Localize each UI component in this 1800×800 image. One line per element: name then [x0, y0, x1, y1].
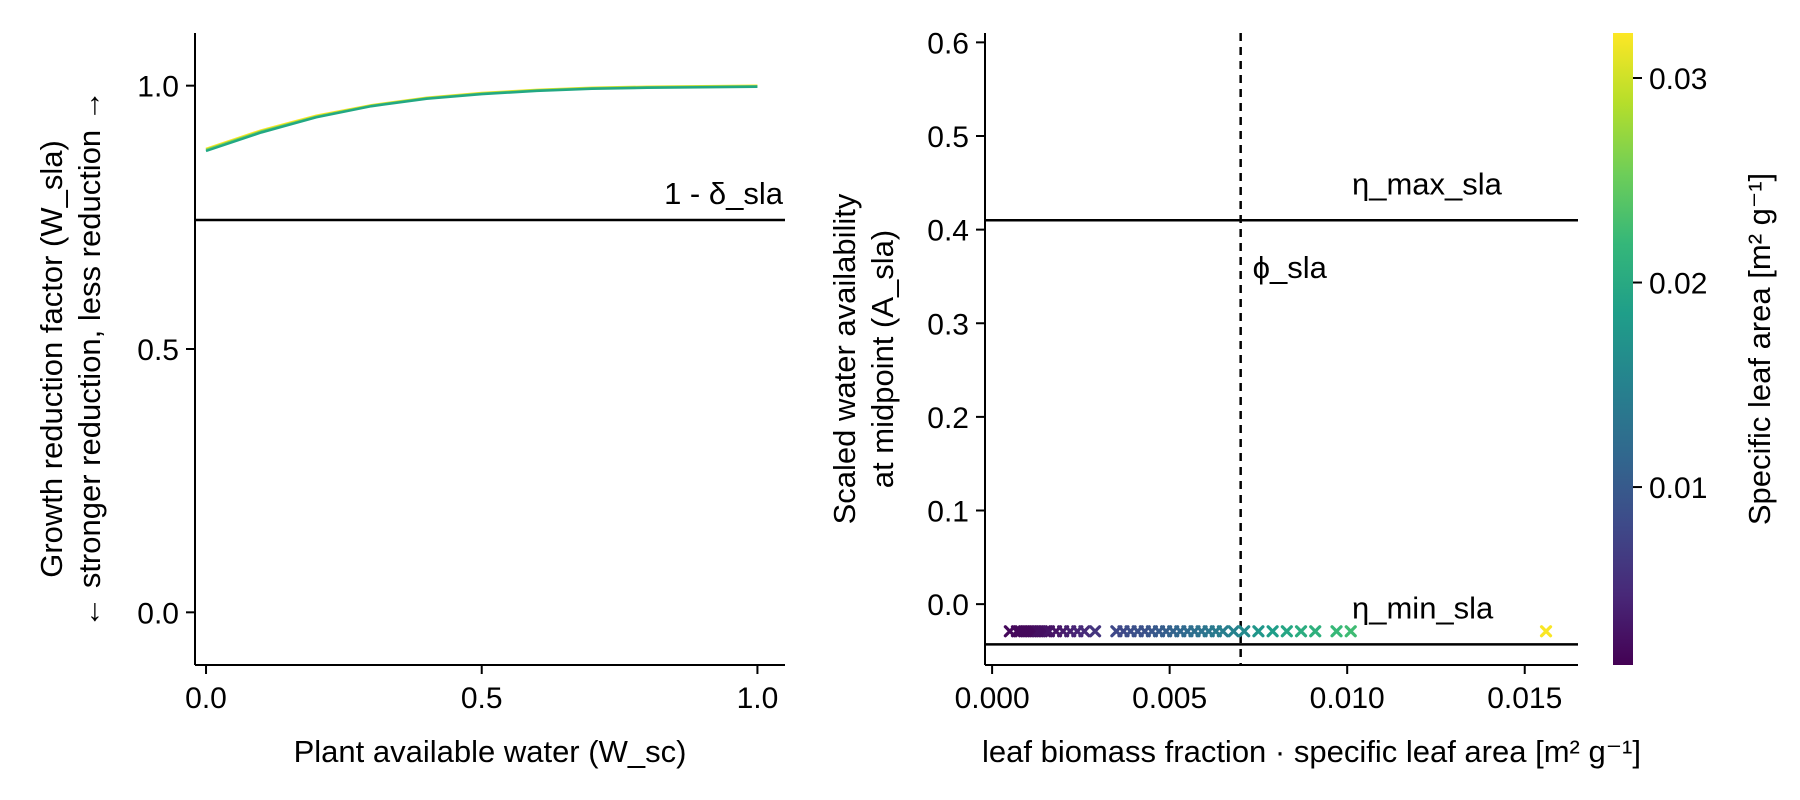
- eta-max-sla-annotation: η_max_sla: [1352, 166, 1503, 201]
- right-y-tick-label: 0.5: [927, 121, 969, 154]
- right-x-tick-label: 0.010: [1310, 682, 1385, 715]
- colorbar-tick-label: 0.03: [1649, 63, 1707, 96]
- growth-reduction-curve: [205, 84, 758, 152]
- scatter-point: [1088, 625, 1102, 638]
- scatter-point: [1252, 625, 1265, 638]
- colorbar-gradient: [1613, 33, 1633, 665]
- right-y-axis-label-line2: at midpoint (A_sla): [865, 230, 900, 488]
- scatter-point: [1078, 625, 1091, 638]
- right-x-tick-label: 0.000: [955, 682, 1030, 715]
- scatter-point: [1266, 625, 1279, 638]
- right-y-tick-label: 0.0: [927, 589, 969, 622]
- colorbar: 0.01 0.02 0.03 Specific leaf area [m² g⁻¹]: [1613, 33, 1777, 665]
- colorbar-ticks: 0.01 0.02 0.03: [1633, 63, 1707, 505]
- scatter-point: [1309, 625, 1322, 638]
- right-y-tick-label: 0.6: [927, 27, 969, 60]
- right-x-tick-label: 0.015: [1487, 682, 1562, 715]
- scatter-point: [1294, 625, 1308, 638]
- left-y-axis-label-line1: Growth reduction factor (W_sla): [34, 140, 69, 578]
- left-y-axis-label-line2: ← stronger reduction, less reduction →: [72, 90, 107, 628]
- right-x-ticks: 0.000 0.005 0.010 0.015: [955, 665, 1562, 715]
- left-chart: 0.0 0.5 1.0 0.0 0.5 1.0 Plant available wate…: [34, 33, 785, 769]
- left-x-tick-label: 0.0: [185, 682, 227, 715]
- left-x-axis-label: Plant available water (W_sc): [294, 734, 687, 769]
- scatter-point: [1238, 625, 1251, 638]
- right-chart: 0.000 0.005 0.010 0.015 0.00.10.20.30.40.50…: [827, 27, 1641, 769]
- scatter-point: [1216, 625, 1230, 638]
- eta-min-sla-annotation: η_min_sla: [1352, 590, 1494, 625]
- colorbar-tick-label: 0.02: [1649, 268, 1707, 301]
- right-y-ticks: 0.0 0.1 0.2 0.3 0.4 0.5 0.6: [927, 27, 985, 622]
- right-x-axis-label: leaf biomass fraction · specific leaf ar…: [982, 734, 1641, 769]
- left-y-ticks: 0.0 0.5 1.0: [137, 71, 195, 630]
- scatter-point: [1227, 625, 1240, 638]
- scatter-point: [1280, 625, 1293, 638]
- right-x-tick-label: 0.005: [1132, 682, 1207, 715]
- colorbar-tick-label: 0.01: [1649, 472, 1707, 505]
- right-y-tick-label: 0.3: [927, 308, 969, 341]
- left-x-tick-label: 0.5: [461, 682, 503, 715]
- right-y-tick-label: 0.4: [927, 215, 969, 248]
- right-y-tick-label: 0.1: [927, 496, 969, 529]
- scatter-point: [1344, 625, 1357, 638]
- scatter-point: [1039, 625, 1052, 638]
- delta-sla-annotation: 1 - δ_sla: [664, 176, 784, 211]
- right-plot-area: [985, 33, 1578, 665]
- left-y-tick-label: 0.0: [137, 597, 179, 630]
- scatter-point: [1330, 625, 1343, 638]
- phi-sla-annotation: ϕ_sla: [1253, 250, 1328, 285]
- left-plot-area: [195, 84, 785, 222]
- left-y-tick-label: 0.5: [137, 334, 179, 367]
- scatter-point: [1539, 625, 1553, 638]
- right-y-axis-label-line1: Scaled water availability: [827, 193, 862, 524]
- left-y-tick-label: 1.0: [137, 71, 179, 104]
- colorbar-label: Specific leaf area [m² g⁻¹]: [1742, 173, 1777, 525]
- right-y-tick-label: 0.2: [927, 402, 969, 435]
- left-x-tick-label: 1.0: [737, 682, 779, 715]
- growth-reduction-curve: [205, 85, 758, 153]
- left-x-ticks: 0.0 0.5 1.0: [185, 665, 778, 715]
